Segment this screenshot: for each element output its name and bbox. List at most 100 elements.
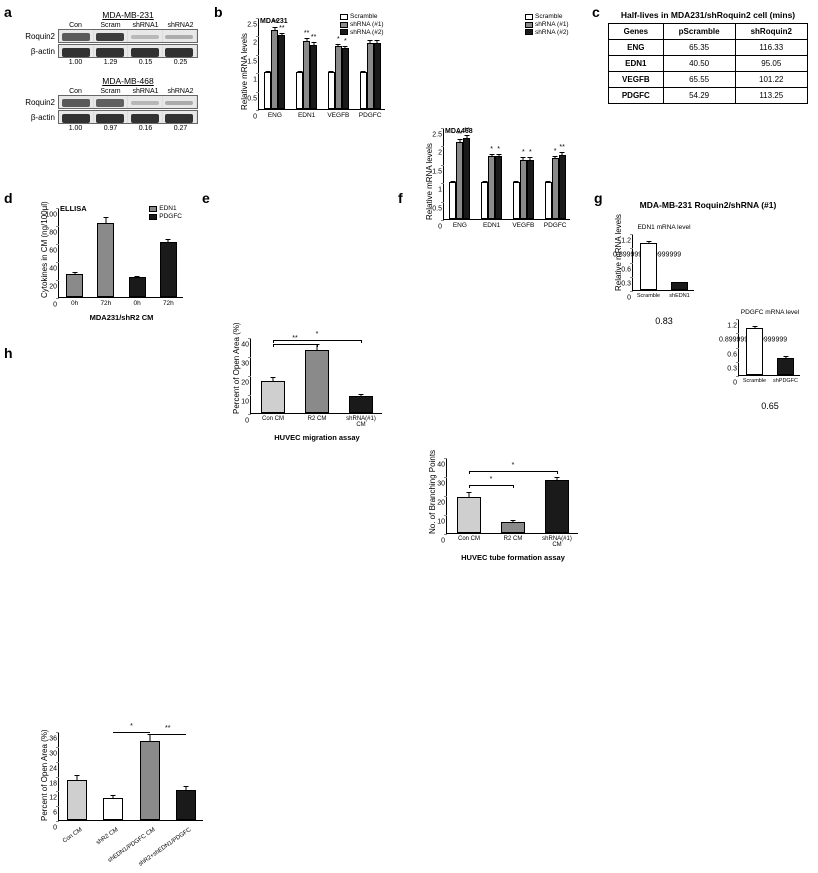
xtick: 72h xyxy=(100,300,111,307)
sig-mark: * xyxy=(554,148,557,155)
bar xyxy=(160,242,177,297)
xtick: Scramble xyxy=(637,293,660,299)
legend-label: shRNA (#1) xyxy=(350,21,384,29)
bar xyxy=(305,350,329,413)
panel-d-chart: 0204060801000h72h0h72hCytokines in CM (n… xyxy=(30,202,185,322)
panel-g-charts: MDA-MB-231 Roquin2/shRNA (#1)00.30.60.89… xyxy=(608,200,808,330)
xtick: shPDGFC xyxy=(773,378,798,384)
xtick: EDN1 xyxy=(483,222,500,229)
xtick: 72h xyxy=(163,300,174,307)
sig-mark: ** xyxy=(279,25,284,32)
ylabel: Relative mRNA levels xyxy=(240,33,249,110)
xlabel: HUVEC tube formation assay xyxy=(446,553,580,562)
lane-header: Con xyxy=(58,22,93,29)
bar xyxy=(456,142,463,219)
bar xyxy=(176,790,196,820)
sig-mark: * xyxy=(344,38,347,45)
ylabel: No. of Branching Points xyxy=(428,450,437,534)
ylabel: Relative mRNA levels xyxy=(614,214,623,291)
panel-h-chart: 061218243036***Percent of Open Area (%)C… xyxy=(30,718,205,873)
chart-title: MDA231 xyxy=(260,18,288,25)
panel-c-container: Half-lives in MDA231/shRoquin2 cell (min… xyxy=(608,10,808,104)
bar xyxy=(296,72,303,109)
bar xyxy=(449,182,456,219)
blot-quant: 1.00 xyxy=(58,125,93,132)
ytick: 0 xyxy=(427,538,445,545)
legend-label: Scramble xyxy=(350,13,377,21)
ytick: 0 xyxy=(719,380,737,387)
sig-mark: * xyxy=(490,146,493,153)
xtick: ENG xyxy=(268,112,282,119)
ytick: 0 xyxy=(239,114,257,121)
panel-a-blots: MDA-MB-231ConScramshRNA1shRNA2Roquin2β-a… xyxy=(18,10,198,142)
bar xyxy=(488,156,495,219)
xtick: R2 CM xyxy=(308,416,327,422)
blot-strip xyxy=(58,95,198,109)
subtitle: PDGFC mRNA level xyxy=(738,309,802,316)
bar xyxy=(367,43,374,109)
panel-h-label: h xyxy=(4,345,13,361)
xtick: PDGFC xyxy=(544,222,567,229)
blot-strip xyxy=(58,110,198,124)
panel-c-label: c xyxy=(592,4,600,20)
panel-b-charts: 00.511.522.5****ENG****EDN1**VEGFB****PD… xyxy=(232,14,577,144)
xtick: shRNA(#1) CM xyxy=(542,536,572,548)
ytick: 0 xyxy=(231,418,249,425)
lane-header: Con xyxy=(58,88,93,95)
bar xyxy=(481,182,488,219)
blot-quant: 0.16 xyxy=(128,125,163,132)
legend-label: shRNA (#2) xyxy=(535,29,569,37)
bar xyxy=(140,741,160,820)
ytick: 0 xyxy=(613,295,631,302)
bar xyxy=(671,282,688,290)
ytick: 0.8999999999999999 xyxy=(719,337,737,344)
panel-f-label: f xyxy=(398,190,403,206)
ratio-value: 0.65 xyxy=(738,401,802,411)
blot-row-label: Roquin2 xyxy=(18,98,58,107)
bar xyxy=(67,780,87,820)
ytick: 2.5 xyxy=(424,132,442,139)
bar xyxy=(271,30,278,109)
ylabel: Relative mRNA levels xyxy=(425,143,434,220)
bar xyxy=(552,158,559,219)
ylabel: Percent of Open Area (%) xyxy=(40,729,49,821)
ylabel: Cytokines in CM (ng/100μl) xyxy=(40,201,49,298)
panel-e-label: e xyxy=(202,190,210,206)
ytick: 0.3 xyxy=(719,365,737,372)
table-header: pScramble xyxy=(663,24,735,40)
bar xyxy=(360,72,367,109)
table-header: Genes xyxy=(609,24,664,40)
xtick: VEGFB xyxy=(327,112,349,119)
ratio-value: 0.83 xyxy=(632,316,696,326)
bar xyxy=(335,46,342,109)
ylabel: Percent of Open Area (%) xyxy=(232,322,241,414)
xtick: VEGFB xyxy=(512,222,534,229)
blot-quant: 0.15 xyxy=(128,59,163,66)
sig-mark: * xyxy=(522,149,525,156)
sig-mark: ** xyxy=(292,335,297,342)
panel-b-label: b xyxy=(214,4,223,20)
legend-label: Scramble xyxy=(535,13,562,21)
table-header: shRoquin2 xyxy=(735,24,807,40)
xtick: Con CM xyxy=(458,536,480,542)
xtick: EDN1 xyxy=(298,112,315,119)
bar xyxy=(97,223,114,297)
bar xyxy=(545,182,552,219)
blot-row-label: β-actin xyxy=(18,47,58,56)
panel-c-table: GenespScrambleshRoquin2ENG65.35116.33EDN… xyxy=(608,23,808,104)
xtick: shRNA(#1) CM xyxy=(346,416,376,428)
bar xyxy=(328,72,335,109)
blot-row-label: Roquin2 xyxy=(18,32,58,41)
bar xyxy=(527,160,534,219)
bar xyxy=(559,155,566,219)
sig-mark: * xyxy=(316,331,319,338)
xtick: shR2 CM xyxy=(96,827,120,846)
blot-row-label: β-actin xyxy=(18,113,58,122)
sig-mark: * xyxy=(529,149,532,156)
bar xyxy=(374,43,381,109)
xtick: Con CM xyxy=(262,416,284,422)
sig-mark: * xyxy=(130,723,133,730)
table-row: EDN140.5095.05 xyxy=(609,56,808,72)
ytick: 0 xyxy=(39,825,57,832)
panel-f-chart: 010203040Con CMR2 CMshRNA(#1) CM**No. of… xyxy=(420,442,580,562)
